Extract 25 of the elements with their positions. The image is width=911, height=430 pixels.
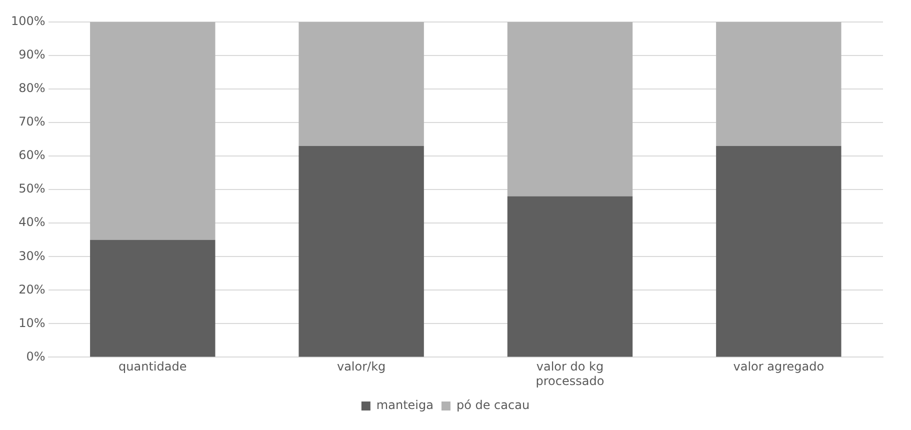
bar xyxy=(507,22,633,196)
y-tick-label: 10% xyxy=(18,316,46,330)
bar xyxy=(90,22,216,240)
y-tick-label: 100% xyxy=(10,14,46,28)
bar xyxy=(716,146,842,357)
y-tick-label: 90% xyxy=(18,48,46,62)
bar xyxy=(90,240,216,357)
y-tick-label: 40% xyxy=(18,215,46,230)
bar xyxy=(298,22,424,146)
bar xyxy=(298,146,424,357)
x-tick-label: valor/kg xyxy=(336,360,386,374)
bar xyxy=(507,196,633,357)
bar xyxy=(716,22,842,146)
y-tick-label: 80% xyxy=(18,81,46,96)
x-tick-label: valor do kg processado xyxy=(536,360,604,388)
y-tick-label: 50% xyxy=(18,182,46,196)
legend-label: manteiga xyxy=(376,398,434,412)
y-tick-label: 30% xyxy=(18,248,46,263)
y-tick-label: 0% xyxy=(26,349,46,364)
legend-label: pó de cacau xyxy=(456,398,530,412)
y-tick-label: 70% xyxy=(18,114,46,129)
x-tick-label: quantidade xyxy=(118,360,187,374)
y-tick-label: 20% xyxy=(18,282,46,296)
x-tick-label: valor agregado xyxy=(733,360,824,374)
y-tick-label: 60% xyxy=(18,148,46,162)
